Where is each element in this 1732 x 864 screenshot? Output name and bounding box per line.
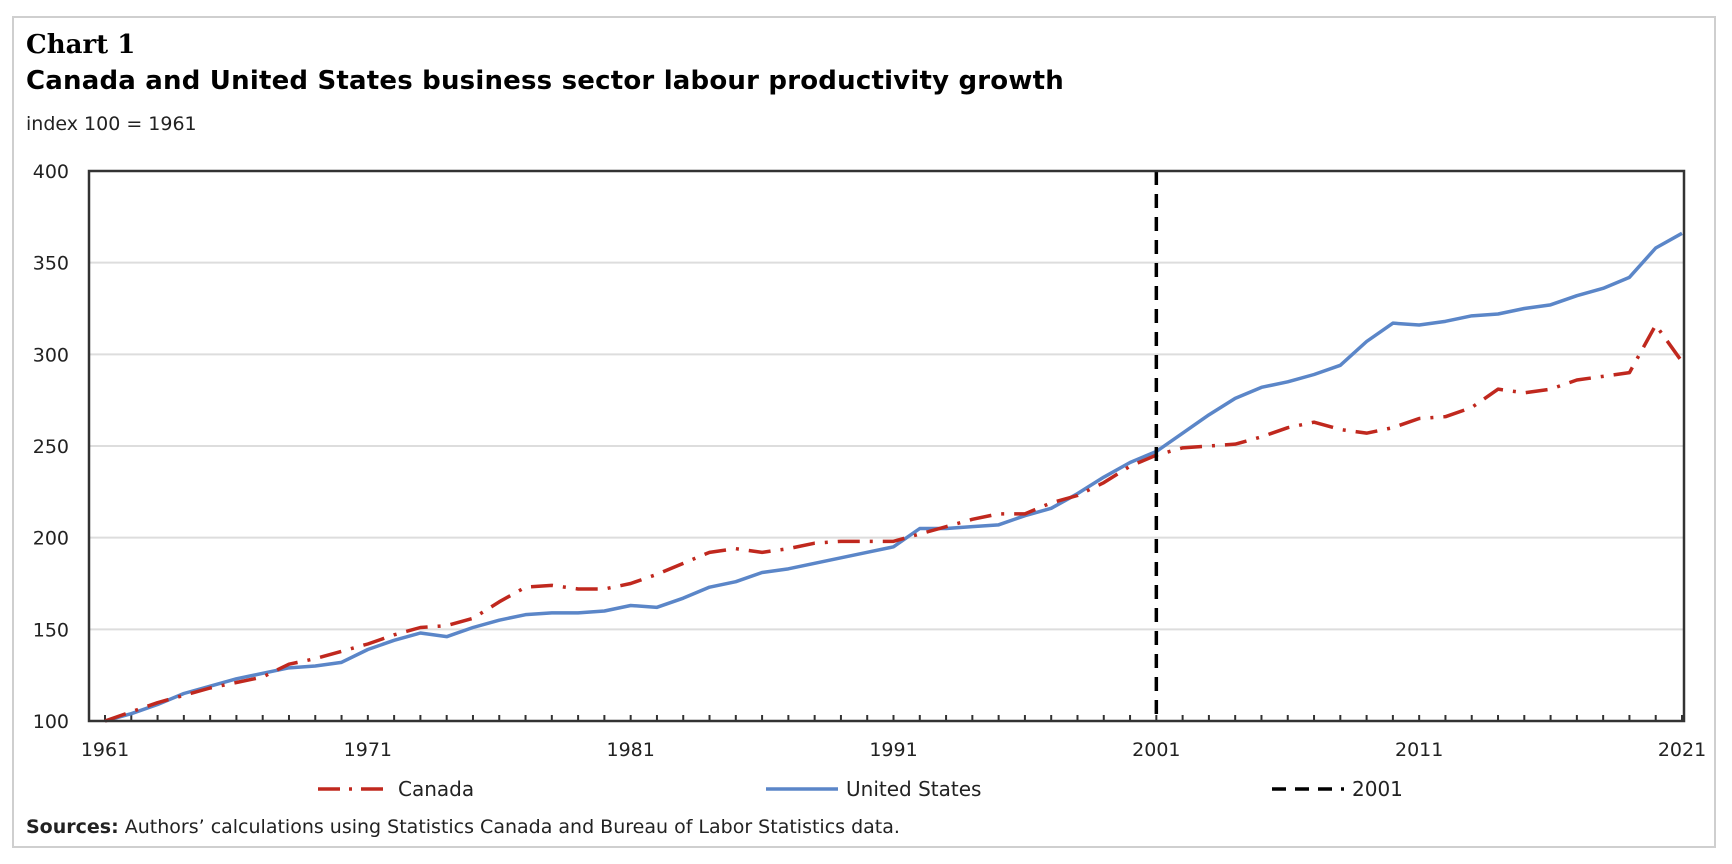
y-tick-label: 150 [33,619,69,641]
chart-title: Canada and United States business sector… [26,66,1064,96]
x-tick-label: 1991 [869,739,917,761]
chart-frame [12,16,1716,848]
y-tick-label: 100 [33,711,69,733]
legend-item-canada: Canada [316,777,474,801]
x-tick-label: 2021 [1658,739,1706,761]
x-tick-label: 1961 [81,739,129,761]
sources-note: Sources: Authors’ calculations using Sta… [26,816,900,838]
sources-label: Sources: [26,816,119,838]
plot-border [87,169,1686,723]
legend-swatch-2001 [1272,787,1344,791]
y-tick-label: 350 [33,253,69,275]
x-tick-label: 2001 [1132,739,1180,761]
x-tick-label: 1981 [606,739,654,761]
chart-subtitle: index 100 = 1961 [26,113,197,135]
y-axis-ticks: 100 150 200 250 300 350 400 [33,161,69,733]
gridlines [89,261,1684,631]
legend-swatch-canada [318,787,390,791]
y-tick-label: 300 [33,344,69,366]
x-tick-label: 2011 [1395,739,1443,761]
chart-number: Chart 1 [26,30,136,60]
x-axis-ticks: 1961 1971 1981 1991 2001 2011 2021 [81,715,1706,761]
legend-label-2001: 2001 [1352,777,1403,801]
legend-swatch-united-states [766,787,838,791]
legend-label-united-states: United States [846,777,982,801]
sources-text: Authors’ calculations using Statistics C… [118,816,900,838]
y-tick-label: 400 [33,161,69,183]
y-tick-label: 250 [33,436,69,458]
series-line-united-states [104,231,1683,723]
series-line-canada [104,323,1684,723]
legend-label-canada: Canada [398,777,475,801]
x-tick-label: 1971 [344,739,392,761]
legend-item-2001: 2001 [1270,777,1403,801]
y-tick-label: 200 [33,528,69,550]
legend-item-united-states: United States [764,777,981,801]
series-lines [104,231,1684,723]
